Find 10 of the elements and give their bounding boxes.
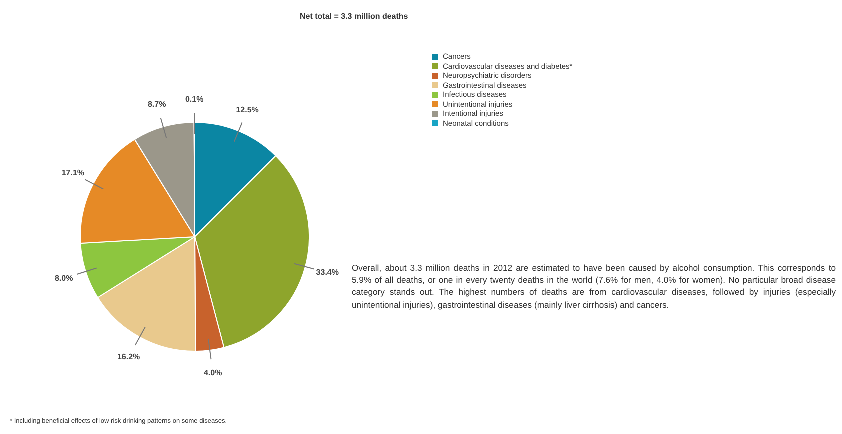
data-label: 4.0%	[204, 368, 222, 378]
chart-title: Net total = 3.3 million deaths	[300, 12, 408, 21]
text: Overall, about 3.3 million deaths in 2012 are estimated to have been caused by alcohol consumption. This corresponds to 5.9% of all deaths, or one in every twenty deaths in the world (7.6% for men, 4.0% for women). No particular broad disease category stands out. The highest numbers of deaths are from cardiovascular diseases, followed by injuries (especially unintentional injuries), gastrointestinal diseases (mainly liver cirrhosis) and cancers.	[352, 262, 836, 311]
data-label: 0.1%	[185, 94, 204, 104]
data-label: 8.0%	[54, 274, 74, 283]
data-label: 17.1%	[62, 168, 85, 178]
data-label: 33.4%	[316, 268, 339, 278]
data-label: 12.5%	[236, 105, 259, 114]
data-label: 8.7%	[148, 100, 166, 110]
data-label: 16.2%	[117, 352, 140, 362]
